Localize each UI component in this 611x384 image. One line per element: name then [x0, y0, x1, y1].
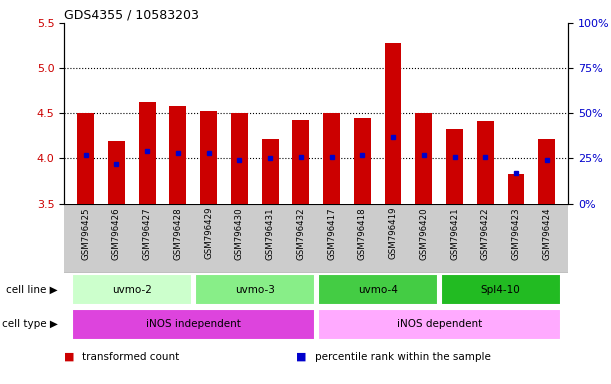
- Bar: [446, 129, 463, 204]
- Text: GSM796421: GSM796421: [450, 207, 459, 260]
- Bar: [415, 113, 432, 204]
- Text: GSM796423: GSM796423: [511, 207, 521, 260]
- Text: GDS4355 / 10583203: GDS4355 / 10583203: [64, 9, 199, 22]
- Bar: [262, 139, 279, 204]
- Bar: [318, 309, 560, 340]
- Bar: [72, 309, 315, 340]
- Text: GSM796418: GSM796418: [358, 207, 367, 260]
- Text: GSM796429: GSM796429: [204, 207, 213, 260]
- Text: GSM796419: GSM796419: [389, 207, 398, 260]
- Text: GSM796426: GSM796426: [112, 207, 121, 260]
- Text: Spl4-10: Spl4-10: [481, 285, 521, 295]
- Bar: [538, 139, 555, 204]
- Bar: [169, 106, 186, 204]
- Bar: [293, 119, 309, 204]
- Text: uvmo-4: uvmo-4: [357, 285, 398, 295]
- Bar: [354, 118, 371, 204]
- Text: GSM796420: GSM796420: [419, 207, 428, 260]
- Bar: [195, 274, 315, 306]
- Text: GSM796424: GSM796424: [542, 207, 551, 260]
- Text: GSM796431: GSM796431: [266, 207, 274, 260]
- Bar: [318, 274, 437, 306]
- Bar: [323, 113, 340, 204]
- Text: ■: ■: [64, 352, 75, 362]
- Text: GSM796430: GSM796430: [235, 207, 244, 260]
- Bar: [72, 274, 192, 306]
- Bar: [108, 141, 125, 204]
- Text: iNOS independent: iNOS independent: [146, 319, 241, 329]
- Bar: [139, 101, 156, 204]
- Text: cell type ▶: cell type ▶: [2, 319, 58, 329]
- Text: ■: ■: [296, 352, 307, 362]
- Bar: [477, 121, 494, 204]
- Text: GSM796425: GSM796425: [81, 207, 90, 260]
- Text: GSM796428: GSM796428: [174, 207, 182, 260]
- Bar: [200, 111, 217, 204]
- Text: uvmo-3: uvmo-3: [235, 285, 275, 295]
- Bar: [231, 113, 248, 204]
- Text: GSM796432: GSM796432: [296, 207, 306, 260]
- Bar: [508, 174, 524, 204]
- Text: percentile rank within the sample: percentile rank within the sample: [315, 352, 491, 362]
- Text: transformed count: transformed count: [82, 352, 180, 362]
- Text: iNOS dependent: iNOS dependent: [397, 319, 481, 329]
- Text: GSM796422: GSM796422: [481, 207, 490, 260]
- Text: GSM796417: GSM796417: [327, 207, 336, 260]
- Bar: [384, 43, 401, 204]
- Bar: [77, 113, 94, 204]
- Text: GSM796427: GSM796427: [142, 207, 152, 260]
- Text: cell line ▶: cell line ▶: [7, 285, 58, 295]
- Text: uvmo-2: uvmo-2: [112, 285, 152, 295]
- Bar: [441, 274, 560, 306]
